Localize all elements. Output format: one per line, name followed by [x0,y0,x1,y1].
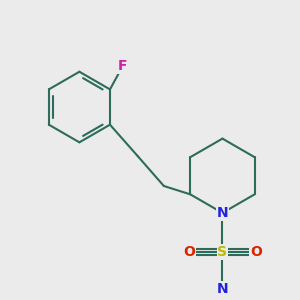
Text: N: N [217,206,228,220]
Text: O: O [183,245,195,259]
Text: S: S [218,245,227,259]
Text: O: O [250,245,262,259]
Text: N: N [217,282,228,296]
Text: F: F [118,59,128,73]
